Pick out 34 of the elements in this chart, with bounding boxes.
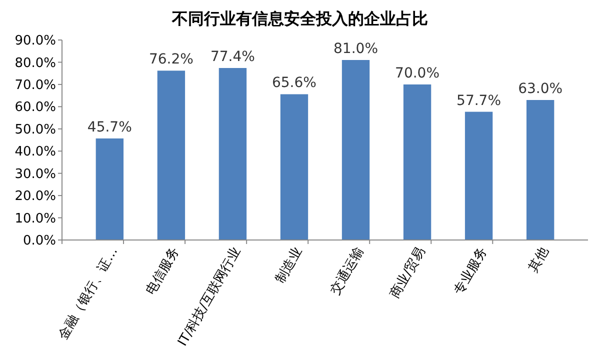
y-tick-label: 60.0% <box>14 100 56 116</box>
bar <box>96 138 124 240</box>
bar <box>218 68 247 240</box>
bar <box>526 100 554 240</box>
x-tick-label: 制造业 <box>273 244 306 286</box>
data-label: 81.0% <box>334 41 378 57</box>
bar <box>280 94 308 240</box>
x-tick-label: 交通运输 <box>327 244 368 298</box>
x-tick-label: 金融（银行、证… <box>56 244 122 342</box>
data-label: 70.0% <box>395 65 440 82</box>
x-tick-label: 电信服务 <box>144 244 183 298</box>
data-label: 76.2% <box>148 52 194 68</box>
y-tick-label: 70.0% <box>14 78 56 93</box>
y-tick-label: 40.0% <box>14 144 56 160</box>
y-tick-label: 90.0% <box>14 34 56 49</box>
bar <box>342 60 370 240</box>
data-label: 45.7% <box>87 119 132 136</box>
y-tick-label: 10.0% <box>14 211 56 226</box>
x-tick-label: 专业服务 <box>451 244 490 298</box>
y-tick-label: 30.0% <box>14 166 56 182</box>
y-tick-label: 50.0% <box>14 122 56 138</box>
chart-title: 不同行业有信息安全投入的企业占比 <box>171 9 428 28</box>
data-label: 63.0% <box>518 81 563 97</box>
bar <box>464 112 493 240</box>
data-label: 77.4% <box>210 49 255 65</box>
x-tick-label: 其他 <box>526 244 552 275</box>
y-tick-label: 0.0% <box>22 234 56 249</box>
bar <box>403 84 432 240</box>
y-tick-label: 80.0% <box>14 56 56 71</box>
y-tick-label: 20.0% <box>14 189 56 204</box>
data-label: 57.7% <box>456 92 502 109</box>
x-tick-label: 商业/贸易 <box>388 244 429 302</box>
data-label: 65.6% <box>272 75 316 92</box>
bar <box>157 70 186 240</box>
